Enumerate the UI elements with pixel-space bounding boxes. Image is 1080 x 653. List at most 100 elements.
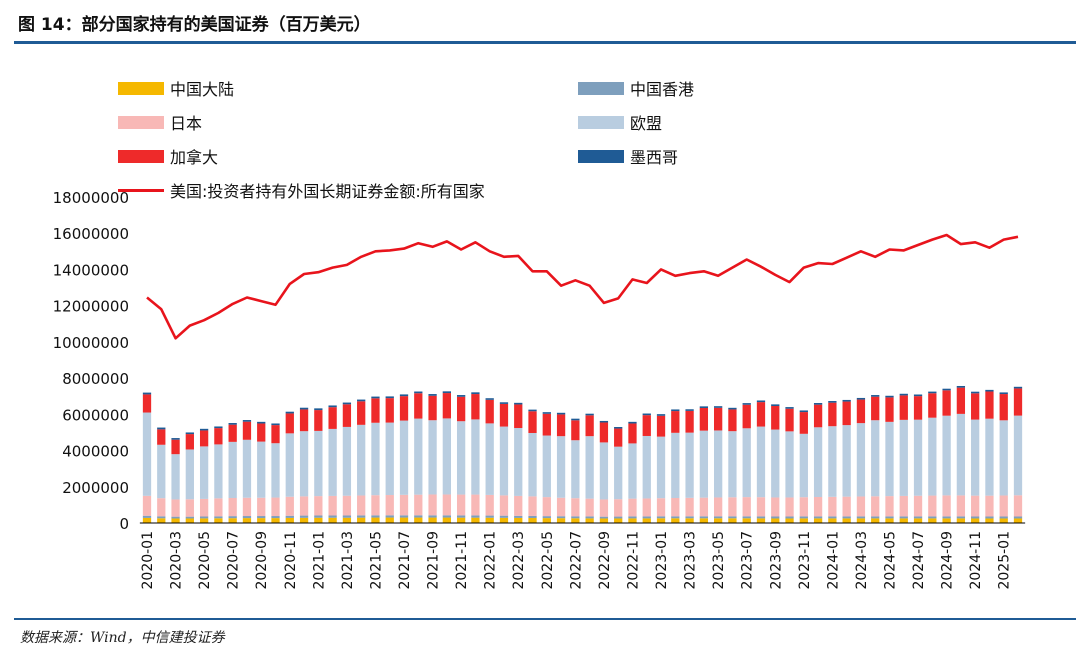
bar-segment [314, 410, 323, 431]
bar-segment [199, 516, 209, 519]
bar-segment [985, 391, 994, 419]
bar-segment [199, 498, 209, 517]
bar-segment [985, 418, 994, 496]
bar-segment [314, 517, 323, 523]
chart-area: 0 2000000 4000000 6000000 8000000 10000000 120… [53, 189, 1026, 590]
bar-segment [614, 518, 623, 523]
bar-segment [942, 388, 951, 391]
bar-segment [771, 518, 780, 523]
x-tick-label: 2021-07 [397, 531, 413, 590]
bar-segment [728, 516, 737, 519]
bar-segment [928, 518, 937, 523]
bar-segment [171, 439, 180, 455]
bar-segment [771, 406, 780, 430]
legend-label-china: 中国大陆 [170, 80, 235, 99]
x-tick-label: 2020-07 [226, 531, 242, 590]
bar-segment [828, 401, 837, 403]
x-tick-label: 2021-11 [454, 531, 470, 590]
bar-segment [228, 441, 237, 499]
x-tick-label: 2021-01 [311, 531, 327, 590]
bar-segment [871, 395, 880, 397]
bar-segment [442, 393, 451, 419]
bar-segment [528, 518, 537, 523]
bar-segment [185, 432, 194, 435]
bar-segment [385, 495, 394, 516]
bar-segment [299, 407, 309, 410]
bar-segment [285, 433, 294, 497]
bar-segment [328, 517, 337, 523]
bar-segment [899, 395, 908, 420]
bar-segment [813, 497, 823, 517]
bar-segment [556, 497, 566, 517]
bar-segment [714, 516, 723, 519]
bar-segment [456, 395, 466, 397]
x-tick-label: 2024-01 [825, 531, 841, 590]
bar-segment [842, 425, 851, 497]
bar-segment [628, 498, 637, 517]
bar-segment [999, 516, 1008, 519]
bar-segment [871, 516, 880, 519]
bar-segment [456, 517, 466, 523]
bar-segment [985, 495, 994, 517]
bar-segment [142, 394, 152, 413]
legend-swatch-mexico [578, 149, 624, 163]
bar-segment [399, 394, 409, 397]
x-tick-label: 2023-11 [797, 531, 813, 590]
bar-segment [357, 424, 366, 496]
bar-segment [542, 412, 551, 414]
x-tick-label: 2022-01 [483, 531, 499, 590]
bar-segment [185, 499, 194, 517]
bar-segment [671, 432, 680, 499]
bar-segment [414, 515, 423, 518]
bar-segment [399, 420, 409, 495]
bar-segment [856, 399, 866, 424]
x-tick-label: 2021-09 [426, 531, 442, 590]
bar-segment [699, 407, 709, 431]
bar-segment [485, 423, 494, 495]
legend-label-eu: 欧盟 [630, 114, 663, 133]
bar-segment [357, 517, 366, 523]
bar-segment [385, 396, 394, 399]
bar-segment [628, 518, 637, 523]
bar-segment [585, 436, 594, 499]
bar-segment [542, 413, 551, 436]
bar-segment [771, 429, 780, 498]
bar-segment [271, 423, 280, 426]
x-tick-label: 2020-11 [283, 531, 299, 590]
x-tick-label: 2020-09 [254, 531, 270, 590]
bar-segment [342, 515, 352, 518]
bar-segment [471, 494, 480, 516]
bar-segment [599, 422, 609, 443]
x-tick-label: 2022-09 [597, 531, 613, 590]
bar-segment [414, 517, 423, 523]
bar-segment [285, 515, 294, 518]
bar-segment [742, 516, 751, 519]
bar-segment [885, 397, 894, 422]
legend-swatch-eu [578, 115, 624, 129]
bar-segment [642, 516, 651, 519]
bar-segment [971, 393, 980, 420]
bar-segment [171, 518, 180, 523]
bar-segment [242, 439, 252, 498]
bar-segment [985, 516, 994, 519]
bar-segment [614, 428, 623, 447]
bar-segment [756, 516, 766, 519]
bar-segment [942, 516, 951, 519]
bar-segment [956, 518, 966, 523]
bar-segment [599, 499, 609, 517]
bar-segment [257, 518, 266, 523]
bar-segment [728, 409, 737, 432]
x-tick-label: 2021-05 [368, 531, 384, 590]
bar-segment [271, 516, 280, 519]
bar-segment [171, 499, 180, 517]
bar-segment [214, 426, 223, 429]
bar-segment [271, 497, 280, 517]
bar-segment [142, 517, 152, 523]
y-tick-label: 2000000 [62, 479, 129, 497]
bar-segment [856, 516, 866, 519]
bar-segment [913, 396, 923, 420]
bar-segment [428, 394, 437, 396]
bar-segment [385, 515, 394, 518]
bar-segment [614, 516, 623, 519]
bar-segment [428, 395, 437, 421]
